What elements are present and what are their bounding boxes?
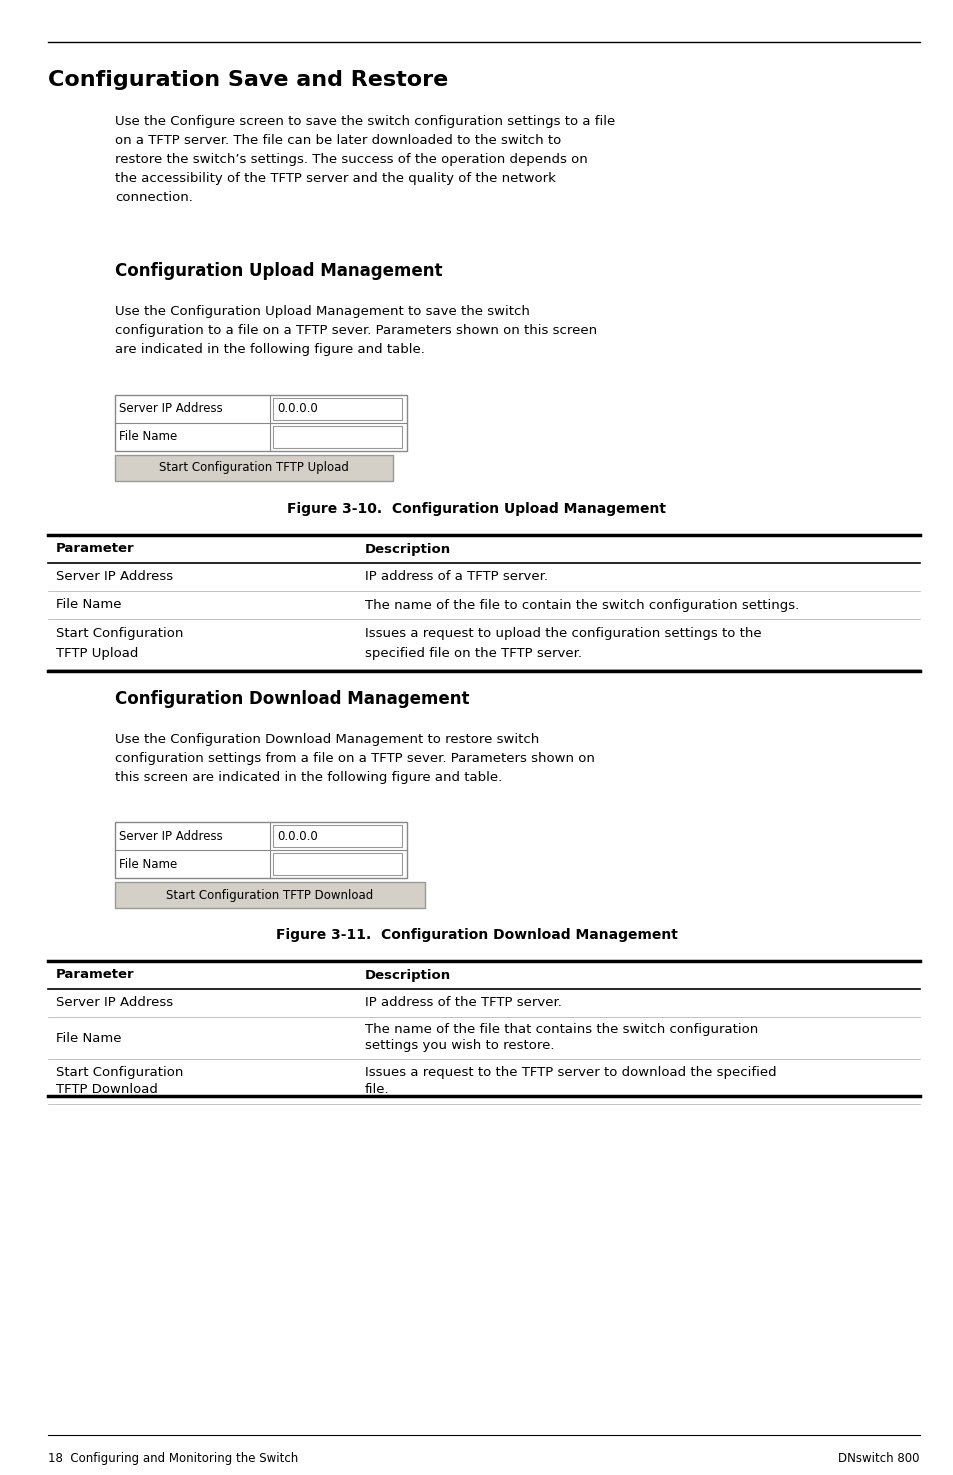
Text: Configuration Upload Management: Configuration Upload Management xyxy=(115,263,442,280)
Text: Figure 3-10.  Configuration Upload Management: Figure 3-10. Configuration Upload Manage… xyxy=(287,502,666,516)
Text: TFTP Download: TFTP Download xyxy=(56,1083,157,1096)
Text: IP address of the TFTP server.: IP address of the TFTP server. xyxy=(365,997,561,1009)
Text: File Name: File Name xyxy=(56,599,121,612)
Text: settings you wish to restore.: settings you wish to restore. xyxy=(365,1038,554,1052)
Text: File Name: File Name xyxy=(119,431,177,444)
Text: The name of the file that contains the switch configuration: The name of the file that contains the s… xyxy=(365,1024,758,1035)
Bar xyxy=(273,825,401,847)
Text: Parameter: Parameter xyxy=(56,969,134,981)
Text: Start Configuration TFTP Upload: Start Configuration TFTP Upload xyxy=(159,462,349,475)
Text: this screen are indicated in the following figure and table.: this screen are indicated in the followi… xyxy=(115,771,501,785)
Text: File Name: File Name xyxy=(119,857,177,870)
Text: Parameter: Parameter xyxy=(56,543,134,556)
Text: are indicated in the following figure and table.: are indicated in the following figure an… xyxy=(115,344,424,355)
Text: Server IP Address: Server IP Address xyxy=(56,571,172,584)
Text: file.: file. xyxy=(365,1083,389,1096)
Bar xyxy=(273,398,401,420)
Text: TFTP Upload: TFTP Upload xyxy=(56,646,138,659)
Bar xyxy=(273,426,401,448)
Text: Description: Description xyxy=(365,543,451,556)
Text: Issues a request to the TFTP server to download the specified: Issues a request to the TFTP server to d… xyxy=(365,1066,776,1080)
Bar xyxy=(115,395,407,451)
Text: Configuration Save and Restore: Configuration Save and Restore xyxy=(48,69,448,90)
Text: Description: Description xyxy=(365,969,451,981)
Text: The name of the file to contain the switch configuration settings.: The name of the file to contain the swit… xyxy=(365,599,799,612)
Bar xyxy=(115,454,393,481)
Text: Use the Configuration Upload Management to save the switch: Use the Configuration Upload Management … xyxy=(115,305,529,319)
Bar xyxy=(115,822,407,878)
Text: File Name: File Name xyxy=(56,1031,121,1044)
Text: Use the Configuration Download Management to restore switch: Use the Configuration Download Managemen… xyxy=(115,733,538,746)
Text: specified file on the TFTP server.: specified file on the TFTP server. xyxy=(365,646,581,659)
Text: Start Configuration TFTP Download: Start Configuration TFTP Download xyxy=(166,888,374,901)
Text: DNswitch 800: DNswitch 800 xyxy=(838,1451,919,1465)
Text: Issues a request to upload the configuration settings to the: Issues a request to upload the configura… xyxy=(365,627,760,640)
Text: on a TFTP server. The file can be later downloaded to the switch to: on a TFTP server. The file can be later … xyxy=(115,134,560,148)
Text: Start Configuration: Start Configuration xyxy=(56,627,183,640)
Text: Figure 3-11.  Configuration Download Management: Figure 3-11. Configuration Download Mana… xyxy=(275,928,678,943)
Text: Server IP Address: Server IP Address xyxy=(56,997,172,1009)
Text: configuration to a file on a TFTP sever. Parameters shown on this screen: configuration to a file on a TFTP sever.… xyxy=(115,324,597,336)
Text: connection.: connection. xyxy=(115,190,193,204)
Text: 0.0.0.0: 0.0.0.0 xyxy=(276,403,317,416)
Text: the accessibility of the TFTP server and the quality of the network: the accessibility of the TFTP server and… xyxy=(115,173,556,184)
Text: 0.0.0.0: 0.0.0.0 xyxy=(276,829,317,842)
Text: configuration settings from a file on a TFTP sever. Parameters shown on: configuration settings from a file on a … xyxy=(115,752,595,766)
Text: Server IP Address: Server IP Address xyxy=(119,829,222,842)
Text: IP address of a TFTP server.: IP address of a TFTP server. xyxy=(365,571,547,584)
Text: Configuration Download Management: Configuration Download Management xyxy=(115,690,469,708)
Text: Start Configuration: Start Configuration xyxy=(56,1066,183,1080)
Text: Use the Configure screen to save the switch configuration settings to a file: Use the Configure screen to save the swi… xyxy=(115,115,615,128)
Bar xyxy=(273,853,401,875)
Text: restore the switch’s settings. The success of the operation depends on: restore the switch’s settings. The succe… xyxy=(115,153,587,167)
Text: Server IP Address: Server IP Address xyxy=(119,403,222,416)
Text: 18  Configuring and Monitoring the Switch: 18 Configuring and Monitoring the Switch xyxy=(48,1451,298,1465)
Bar xyxy=(115,882,424,909)
